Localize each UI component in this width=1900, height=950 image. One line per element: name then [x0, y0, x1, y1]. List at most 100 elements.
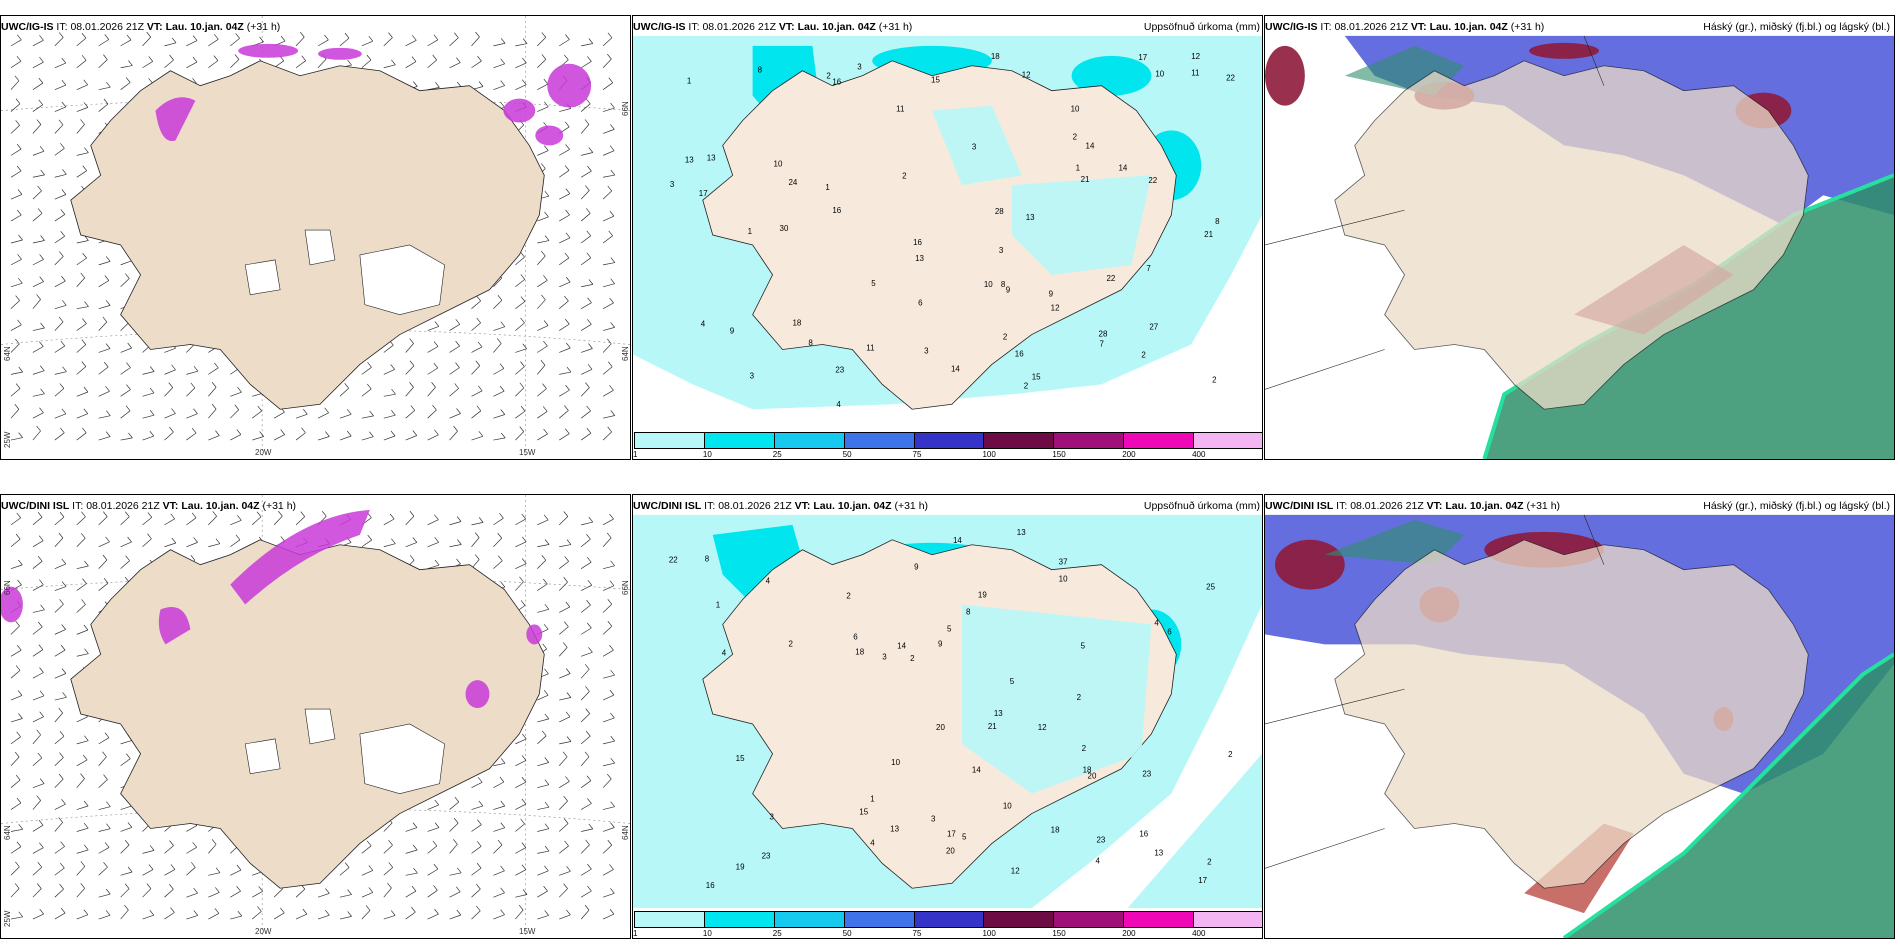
- wind-barb-flag: [434, 429, 439, 436]
- title-precip-1: UWC/IG-IS IT: 08.01.2026 21Z VT: Lau. 10…: [633, 21, 1262, 33]
- wind-barb-flag: [566, 736, 572, 742]
- wind-barb: [537, 519, 549, 526]
- it-label: IT:: [72, 500, 84, 512]
- precip-value-label: 13: [707, 153, 716, 162]
- colorbar-tick-label: 400: [1192, 450, 1206, 459]
- precip-value-label: 19: [978, 591, 987, 600]
- wind-barb: [120, 82, 131, 90]
- wind-barb: [537, 608, 549, 613]
- wind-barb-flag: [259, 36, 264, 43]
- wind-barb: [32, 327, 45, 331]
- wind-barb: [295, 913, 308, 920]
- precip-value-label: 2: [1228, 750, 1233, 759]
- wind-barb: [76, 827, 89, 832]
- wind-barb: [230, 539, 241, 548]
- wind-barb-flag: [585, 839, 590, 846]
- wind-barb: [317, 914, 330, 920]
- wind-barb-flag: [80, 773, 85, 779]
- wind-barb: [98, 806, 111, 810]
- wind-barb-flag: [610, 278, 615, 284]
- wind-barb-flag: [128, 432, 133, 439]
- precip-value-label: 21: [988, 722, 997, 731]
- wind-barb-flag: [609, 145, 615, 151]
- wind-barb-flag: [586, 599, 591, 606]
- wind-barb-flag: [302, 908, 308, 915]
- precip-value-label: 6: [918, 299, 923, 308]
- wind-barb-flag: [566, 366, 572, 373]
- wind-barb-flag: [544, 823, 550, 829]
- precip-value-label: 1: [687, 77, 692, 86]
- wind-barb: [54, 413, 67, 419]
- wind-barb: [317, 893, 330, 898]
- wind-barb-flag: [39, 254, 44, 260]
- wind-barb-flag: [521, 733, 527, 740]
- wind-barb: [10, 343, 20, 353]
- wind-barb-flag: [431, 382, 436, 388]
- wind-barb: [186, 61, 198, 69]
- wind-barb-flag: [587, 297, 592, 303]
- wind-barb: [339, 413, 352, 419]
- wind-barb-flag: [126, 362, 131, 368]
- wind-barb: [449, 891, 461, 898]
- wind-barb: [142, 414, 155, 419]
- wind-barb-flag: [61, 581, 67, 587]
- wind-barb: [32, 174, 45, 178]
- wind-barb-flag: [60, 907, 66, 914]
- wind-barb-flag: [543, 340, 548, 347]
- wind-barb: [98, 516, 108, 526]
- wind-barb-flag: [215, 887, 220, 893]
- wind-barb-flag: [543, 624, 549, 630]
- precip-value-label: 12: [1051, 304, 1060, 313]
- wind-barb-flag: [609, 297, 614, 304]
- wind-barb: [580, 410, 591, 419]
- precip-value-label: 4: [701, 320, 706, 329]
- it-value: 08.01.2026 21Z: [70, 21, 144, 33]
- vt-value: Lau. 10.jan. 04Z: [181, 500, 260, 512]
- wind-barb-flag: [125, 555, 130, 561]
- colorbar-tick-label: 100: [982, 450, 996, 459]
- wind-barb: [559, 626, 569, 635]
- wind-barb: [32, 847, 44, 854]
- wind-barb: [142, 392, 155, 397]
- wind-barb-flag: [127, 822, 133, 828]
- wind-barb-flag: [84, 648, 89, 654]
- wind-barb-flag: [191, 512, 197, 519]
- wind-barb: [273, 888, 283, 898]
- precip-value-label: 9: [1006, 286, 1011, 295]
- wind-barb-flag: [587, 319, 592, 325]
- wind-barb: [76, 240, 89, 244]
- wind-barb: [208, 913, 220, 920]
- wind-barb-flag: [432, 54, 437, 61]
- wind-barb-flag: [521, 755, 527, 761]
- colorbar-tick-label: 25: [772, 929, 782, 938]
- wind-barb-flag: [146, 31, 151, 38]
- wind-barb-flag: [433, 885, 438, 891]
- wind-barb: [54, 345, 65, 353]
- wind-barb-flag: [607, 426, 612, 433]
- wind-barb: [54, 696, 67, 701]
- wind-barb-flag: [237, 387, 242, 393]
- wind-barb-flag: [147, 512, 153, 518]
- wind-barb: [559, 716, 571, 723]
- wind-barb-flag: [58, 707, 63, 714]
- wind-barb-flag: [541, 163, 546, 169]
- wind-barb: [602, 827, 615, 832]
- wind-barb-flag: [149, 845, 155, 851]
- wind-barb-flag: [106, 410, 111, 416]
- wind-barb: [76, 740, 89, 745]
- wind-barb: [164, 869, 176, 876]
- wind-barb-flag: [412, 430, 418, 436]
- wind-barb: [581, 152, 593, 156]
- wind-barb: [10, 282, 23, 288]
- wind-barb: [559, 845, 569, 854]
- wind-barb-flag: [541, 250, 546, 257]
- wind-barb-flag: [38, 621, 43, 628]
- wind-barb: [76, 391, 89, 397]
- wind-barb: [76, 257, 87, 266]
- wind-barb-flag: [519, 426, 525, 432]
- wind-barb: [558, 888, 568, 898]
- colorbar-swatch: [1123, 432, 1195, 449]
- wind-barb-flag: [105, 910, 111, 916]
- wind-barb: [10, 80, 20, 90]
